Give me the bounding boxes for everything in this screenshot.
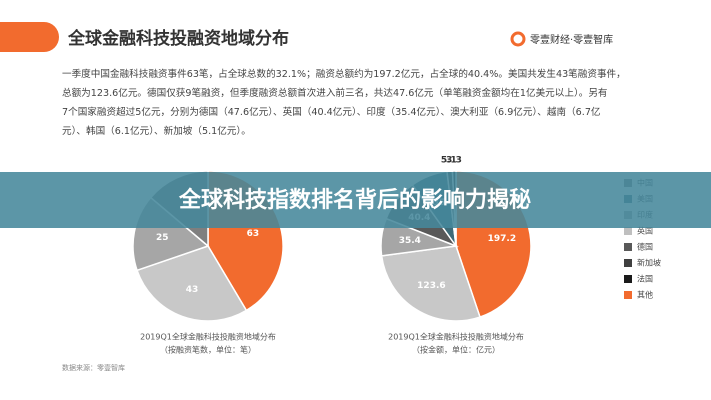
- slice-label: 3.3: [446, 155, 462, 165]
- legend-swatch: [624, 259, 632, 267]
- legend-swatch: [624, 227, 632, 235]
- slice-label: 123.6: [417, 281, 445, 291]
- header-title: 全球金融科技投融资地域分布: [67, 28, 289, 49]
- legend-label: 新加坡: [637, 258, 661, 268]
- slice-label: 63: [247, 229, 260, 239]
- header-tab: [0, 22, 59, 52]
- banner-bg: [0, 172, 711, 228]
- legend-swatch: [624, 291, 632, 299]
- legend-label: 德国: [637, 242, 653, 252]
- slice-label: 197.2: [488, 234, 516, 244]
- legend-label: 法国: [637, 274, 653, 284]
- slice-label: 5.1: [441, 156, 457, 166]
- pie-slice: [136, 245, 248, 322]
- paragraph-line: 元）、韩国（6.1亿元）、新加坡（5.1亿元）。: [62, 125, 251, 137]
- logo-icon: [510, 31, 526, 47]
- chart-subtitle: （按融资笔数，单位：笔）: [160, 345, 256, 355]
- paragraph: 一季度中国金融科技融资事件63笔，占全球总数的32.1%；融资总额约为197.2…: [62, 68, 626, 137]
- pie-slice: [380, 245, 481, 322]
- paragraph-line: 一季度中国金融科技融资事件63笔，占全球总数的32.1%；融资总额约为197.2…: [62, 68, 626, 80]
- legend-swatch: [624, 275, 632, 283]
- paragraph-line: 7个国家融资超过5亿元，分别为德国（47.6亿元）、英国（40.4亿元）、印度（…: [62, 106, 601, 118]
- chart-title: 2019Q1全球金融科技投融资地域分布: [388, 332, 524, 342]
- legend-swatch: [624, 243, 632, 251]
- slice-label: 43: [186, 285, 199, 295]
- source: 数据来源：零壹智库: [62, 363, 125, 372]
- chart-title: 2019Q1全球金融科技投融资地域分布: [140, 332, 276, 342]
- slice-label: 25: [156, 233, 169, 243]
- legend-label: 其他: [637, 290, 653, 300]
- chart-subtitle: （按金额，单位：亿元）: [412, 345, 500, 355]
- legend-label: 英国: [637, 226, 653, 236]
- slice-label: 35.4: [399, 236, 421, 246]
- paragraph-line: 总额为123.6亿元。德国仅获9笔融资，但季度融资总额首次进入前三名，共达47.…: [62, 87, 608, 99]
- logo: 零壹财经·零壹智库: [530, 33, 613, 46]
- banner-title: 全球科技指数排名背后的影响力揭秘: [178, 187, 531, 213]
